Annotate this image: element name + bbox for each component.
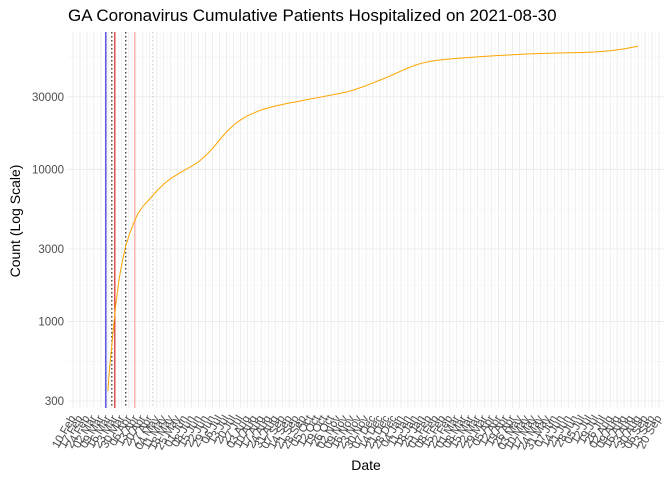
event-lines [105,32,154,408]
chart-title: GA Coronavirus Cumulative Patients Hospi… [68,6,557,25]
y-tick-label: 1000 [38,316,64,328]
x-axis-title: Date [351,457,381,473]
major-gridlines [68,32,664,408]
y-axis-ticks: 300 1000 3000 10000 30000 [32,92,64,408]
y-tick-label: 3000 [38,244,64,256]
series-line [107,45,639,391]
y-axis-title: Count (Log Scale) [7,165,23,278]
y-tick-label: 300 [45,396,64,408]
y-tick-label: 10000 [32,164,64,176]
y-tick-label: 30000 [32,92,64,104]
series-layer [107,45,639,391]
